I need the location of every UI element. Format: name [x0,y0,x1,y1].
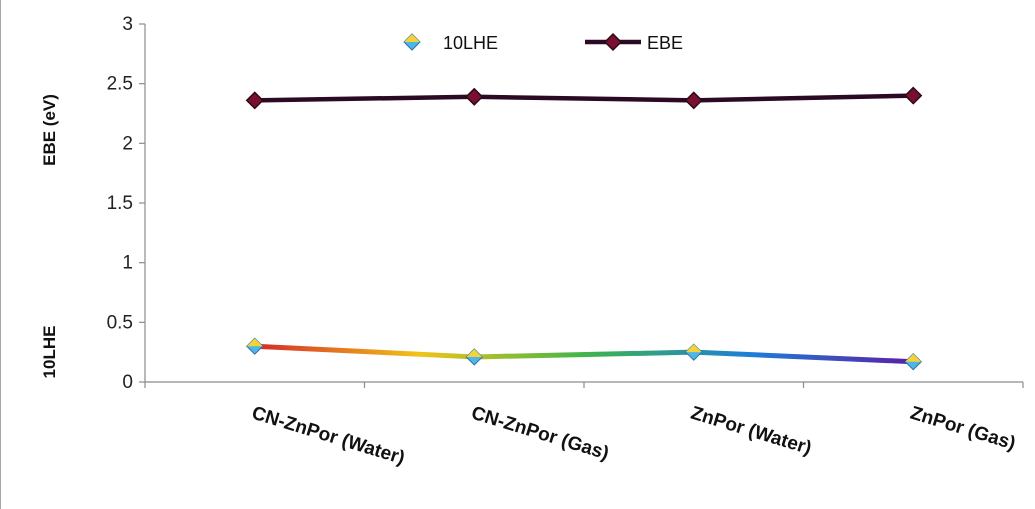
y-tick-label: 2 [122,133,133,154]
ebe-data-point [684,91,703,110]
y-tick-label: 0.5 [107,312,133,333]
y-tick-label: 2.5 [107,74,133,95]
lhe-marker-top [466,348,483,357]
ebe-series-line [254,93,914,103]
legend-label-ebe: EBE [647,33,683,53]
legend-item-ebe: EBE [585,32,683,53]
lhe-data-point [246,337,264,355]
lhe-series-line [254,343,914,365]
lhe-marker-top [905,353,922,362]
y-tick-label: 1 [122,253,133,274]
x-category-label: CN-ZnPor (Water) [249,403,407,469]
y-axis-title-lower: 10LHE [40,326,59,379]
lhe-marker-top [246,338,263,347]
legend-label-10lhe: 10LHE [443,33,498,53]
ebe-data-point [904,86,923,105]
x-category-label: ZnPor (Gas) [908,403,1018,455]
lhe-marker-top [685,344,702,353]
lhe-data-point [685,343,703,361]
y-tick-label: 0 [122,372,133,393]
legend-item-10lhe: 10LHE [385,33,498,53]
legend-marker-ebe [603,32,623,52]
lhe-data-point [904,353,922,371]
y-tick-label: 1.5 [107,193,133,214]
y-axis-title-upper: EBE (eV) [40,94,59,166]
y-tick-label: 3 [122,14,133,35]
legend-marker-10lhe-top [404,34,420,42]
ebe-data-point [465,87,484,106]
x-category-label: CN-ZnPor (Gas) [469,403,611,465]
lhe-data-point [465,348,483,366]
x-category-label: ZnPor (Water) [688,403,814,460]
ebe-data-point [245,91,264,110]
